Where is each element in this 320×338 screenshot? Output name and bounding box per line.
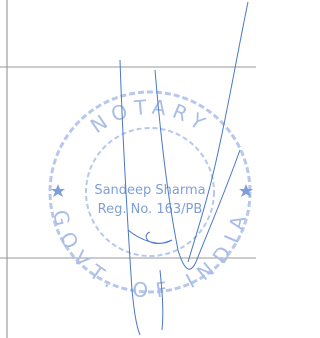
document-scan: NOTARY GOVT. OF INDIA Sandeep Sharma Reg…: [0, 0, 256, 338]
page: NOTARY GOVT. OF INDIA Sandeep Sharma Reg…: [0, 0, 256, 338]
notary-name: Sandeep Sharma: [94, 183, 205, 198]
notary-registration: Reg. No. 163/PB: [98, 202, 203, 217]
